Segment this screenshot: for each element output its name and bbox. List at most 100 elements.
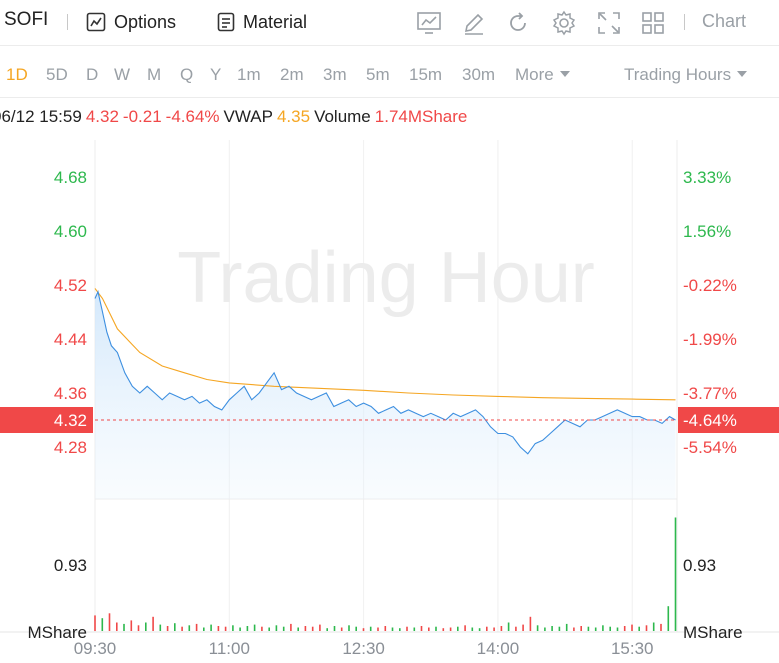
volume-bar [667,606,670,631]
more-label: More [515,65,554,84]
time-tick-label: 09:30 [74,639,117,658]
interval-30m[interactable]: 30m [462,65,496,84]
percent-tick-label: -3.77% [683,384,737,403]
options-label: Options [114,11,177,32]
volume-bar [159,624,162,631]
last-pct-tag [678,407,779,433]
volume-value: 1.74MShare [374,107,468,126]
percent-tick-label: -0.22% [683,276,737,295]
volume-bar [261,626,263,631]
quote-info-row: 06/12 15:59 4.32 -0.21 -4.64% VWAP 4.35 Volume… [0,107,471,131]
volume-unit-label: MShare [27,623,87,642]
volume-bar [348,625,350,631]
volume-bar [217,626,220,631]
volume-bar [406,626,408,631]
volume-bar [536,625,539,631]
volume-bar [232,625,234,631]
time-tick-label: 14:00 [477,639,520,658]
interval-5d[interactable]: 5D [46,65,68,84]
interval-2m[interactable]: 2m [280,65,304,84]
volume-bar [638,626,640,631]
interval-d[interactable]: D [86,65,99,84]
interval-y[interactable]: Y [210,65,222,84]
volume-bar [94,615,96,631]
quote-datetime: 06/12 15:59 [0,107,82,126]
volume-bar [116,622,118,631]
volume-bar [457,626,459,631]
volume-bar [369,626,372,631]
volume-bar [486,626,488,631]
volume-bar [442,628,445,631]
toolbar-divider [67,14,68,30]
chevron-down-icon [559,71,570,77]
last-price-label: 4.32 [54,411,87,430]
volume-bar [522,624,524,631]
price-chart[interactable]: Trading Hour 4.68 4.60 4.52 4.44 4.36 4.28 3.… [0,132,779,663]
price-area [95,291,676,499]
volume-bar [551,626,553,631]
fullscreen-icon[interactable] [596,10,622,36]
volume-bar [435,626,437,631]
chart-type-select[interactable]: Chart [702,11,747,31]
volume-bars [94,517,677,631]
volume-bar [253,624,256,631]
volume-bar [399,628,401,631]
interval-5m[interactable]: 5m [366,65,390,84]
volume-axis: 0.93 0.93 MShare MShare [27,556,742,642]
volume-bar [449,627,452,631]
symbol-label[interactable]: SOFI [4,9,49,30]
material-button[interactable]: Material [217,9,307,35]
volume-bar [544,627,546,631]
options-icon [86,12,106,32]
toolbar-divider [684,14,685,30]
interval-3m[interactable]: 3m [323,65,347,84]
interval-1d[interactable]: 1D [6,65,28,84]
volume-bar [210,624,212,631]
percent-tick-label: -5.54% [683,438,737,457]
layout-icon[interactable] [640,10,666,36]
options-button[interactable]: Options [86,9,176,35]
volume-bar [174,623,176,631]
volume-bar [616,627,619,631]
volume-bar [478,628,481,631]
volume-bar [623,626,626,631]
volume-unit-label: MShare [683,623,743,642]
interval-m[interactable]: M [147,65,162,84]
interval-bar: 1D 5D D W M Q Y 1m 2m 3m 5m 15m 30m More… [0,52,779,98]
volume-bar [340,627,343,631]
volume-bar [507,622,510,631]
volume-bar [311,626,314,631]
volume-bar [558,626,561,631]
price-tick-label: 4.68 [54,168,87,187]
volume-bar [594,627,597,631]
interval-15m[interactable]: 15m [409,65,443,84]
volume-label: Volume [314,107,371,126]
settings-icon[interactable] [551,10,577,36]
price-tick-label: 4.44 [54,330,87,349]
interval-1m[interactable]: 1m [237,65,261,84]
volume-bar [319,624,321,631]
session-dropdown[interactable]: Trading Hours [624,65,748,85]
volume-bar [333,626,336,631]
volume-bar [137,625,140,631]
volume-bar [652,622,655,631]
volume-bar [275,625,278,631]
volume-bar [297,627,299,631]
volume-bar [609,626,611,631]
more-intervals-dropdown[interactable]: More [515,65,570,85]
trend-icon[interactable] [416,10,442,36]
volume-bar [166,626,169,631]
refresh-icon[interactable] [505,10,531,36]
volume-bar [464,625,466,631]
volume-bar [304,626,307,631]
percent-tick-label: 1.56% [683,222,731,241]
volume-bar [362,628,365,631]
volume-bar [580,626,582,631]
interval-q[interactable]: Q [180,65,194,84]
time-tick-label: 11:00 [209,639,250,658]
time-axis: 09:30 11:00 12:30 14:00 15:30 [74,639,654,658]
interval-w[interactable]: W [114,65,131,84]
volume-bar [239,627,241,631]
volume-bar [108,613,111,631]
draw-icon[interactable] [461,10,487,36]
